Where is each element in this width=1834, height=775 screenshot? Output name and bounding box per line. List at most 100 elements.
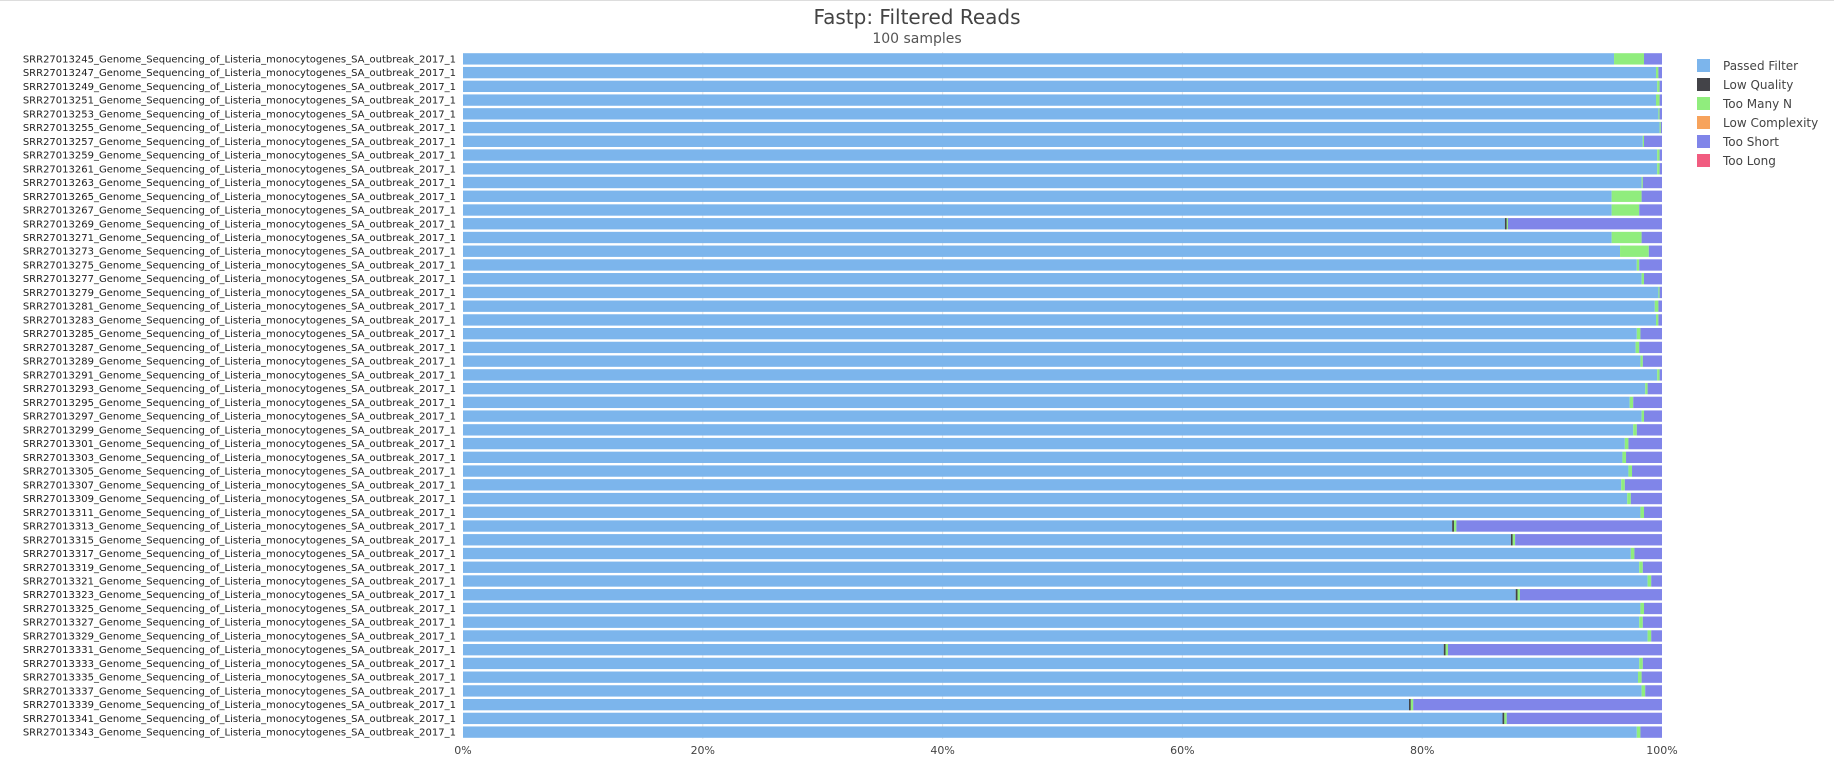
bar-segment-too-many-n [1657, 369, 1660, 381]
y-category-label: SRR27013251_Genome_Sequencing_of_Listeri… [23, 96, 456, 107]
bar-segment-too-many-n [1645, 382, 1648, 395]
legend-label: Low Quality [1723, 77, 1794, 92]
bar-segment-too-short [1624, 479, 1662, 491]
bar-segment-low-quality [1409, 698, 1411, 711]
bar-segment-too-short [1413, 698, 1662, 711]
bar-segment-passed-filter [463, 382, 1646, 395]
legend-label: Too Many N [1723, 96, 1792, 111]
bar-segment-passed-filter [463, 218, 1505, 230]
legend-item[interactable]: Low Quality [1697, 75, 1818, 94]
y-category-label: SRR27013261_Genome_Sequencing_of_Listeri… [23, 164, 456, 175]
bar-segment-too-many-n [1657, 163, 1660, 175]
bar-segment-too-short [1633, 396, 1662, 409]
bar-segment-low-quality [1502, 712, 1505, 725]
bar-segment-passed-filter [463, 465, 1629, 477]
bar-segment-too-many-n [1647, 630, 1652, 642]
y-category-label: SRR27013319_Genome_Sequencing_of_Listeri… [23, 563, 456, 574]
bar-segment-too-short [1626, 451, 1662, 463]
y-category-label: SRR27013249_Genome_Sequencing_of_Listeri… [23, 82, 456, 93]
bar-segment-too-short [1639, 341, 1662, 354]
bar-segment-too-many-n [1453, 520, 1457, 532]
bar-segment-too-short [1641, 231, 1662, 244]
legend-item[interactable]: Passed Filter [1697, 56, 1818, 75]
y-category-label: SRR27013267_Genome_Sequencing_of_Listeri… [23, 206, 456, 217]
bar-segment-passed-filter [463, 53, 1615, 65]
bar-segment-too-many-n [1627, 492, 1631, 505]
bar-segment-too-many-n [1658, 286, 1660, 299]
bar-segment-too-many-n [1656, 66, 1659, 79]
bar-segment-too-short [1642, 657, 1662, 670]
bar-segment-low-quality [1452, 520, 1454, 532]
legend-item[interactable]: Too Long [1697, 151, 1818, 170]
y-category-label: SRR27013271_Genome_Sequencing_of_Listeri… [23, 233, 456, 244]
bar-segment-too-short [1659, 369, 1662, 381]
y-category-label: SRR27013279_Genome_Sequencing_of_Listeri… [23, 288, 456, 299]
bar-segment-too-many-n [1512, 534, 1516, 546]
y-category-label: SRR27013307_Genome_Sequencing_of_Listeri… [23, 480, 456, 491]
bar-segment-passed-filter [463, 657, 1640, 670]
bar-segment-too-short [1642, 355, 1662, 367]
bar-segment-too-short [1644, 410, 1662, 422]
y-category-label: SRR27013281_Genome_Sequencing_of_Listeri… [23, 302, 456, 313]
x-tick-label: 60% [1170, 744, 1194, 757]
bar-segment-too-many-n [1636, 726, 1641, 738]
bar-segment-too-short [1630, 492, 1662, 505]
bar-segment-too-short [1639, 259, 1662, 271]
bar-segment-passed-filter [463, 204, 1612, 216]
top-border [0, 0, 1834, 1]
bar-segment-too-many-n [1621, 479, 1625, 491]
x-tick-label: 0% [454, 744, 471, 757]
y-category-label: SRR27013343_Genome_Sequencing_of_Listeri… [23, 728, 456, 739]
bar-segment-too-short [1447, 644, 1662, 656]
bar-segment-too-many-n [1641, 176, 1643, 189]
y-category-label: SRR27013297_Genome_Sequencing_of_Listeri… [23, 412, 456, 423]
y-category-label: SRR27013277_Genome_Sequencing_of_Listeri… [23, 274, 456, 285]
y-category-label: SRR27013315_Genome_Sequencing_of_Listeri… [23, 535, 456, 546]
bar-segment-too-short [1636, 424, 1662, 436]
bar-segment-passed-filter [463, 121, 1660, 134]
bar-segment-passed-filter [463, 66, 1657, 79]
bar-segment-too-short [1659, 163, 1662, 175]
y-category-label: SRR27013337_Genome_Sequencing_of_Listeri… [23, 686, 456, 697]
bar-segment-too-many-n [1640, 602, 1645, 615]
bar-segment-passed-filter [463, 575, 1648, 587]
y-category-label: SRR27013285_Genome_Sequencing_of_Listeri… [23, 329, 456, 340]
bar-segment-passed-filter [463, 506, 1641, 518]
bar-segment-too-short [1648, 245, 1662, 257]
bar-segment-too-short [1507, 218, 1662, 230]
y-category-label: SRR27013305_Genome_Sequencing_of_Listeri… [23, 467, 456, 478]
legend-item[interactable]: Too Short [1697, 132, 1818, 151]
bar-segment-passed-filter [463, 451, 1623, 463]
bar-segment-too-short [1659, 94, 1662, 106]
bar-segment-passed-filter [463, 286, 1659, 299]
bar-segment-passed-filter [463, 410, 1642, 422]
bar-segment-too-short [1658, 66, 1662, 79]
bar-segment-too-short [1632, 465, 1662, 477]
bar-segment-passed-filter [463, 644, 1444, 656]
bar-segment-low-quality [1515, 589, 1518, 601]
bar-segment-too-many-n [1504, 712, 1507, 725]
bar-segment-too-short [1659, 286, 1662, 299]
y-category-label: SRR27013257_Genome_Sequencing_of_Listeri… [23, 137, 456, 148]
bar-segment-passed-filter [463, 94, 1657, 106]
bar-segment-too-short [1651, 575, 1662, 587]
legend-item[interactable]: Low Complexity [1697, 113, 1818, 132]
bar-segment-too-many-n [1656, 94, 1660, 106]
bar-segment-low-quality [1504, 218, 1507, 230]
bar-segment-too-many-n [1620, 245, 1649, 257]
legend-label: Too Short [1723, 134, 1779, 149]
bar-segment-too-short [1659, 108, 1662, 120]
bar-segment-too-many-n [1659, 121, 1661, 134]
bar-segment-too-short [1660, 121, 1662, 134]
bar-segment-too-many-n [1641, 410, 1645, 422]
bar-segment-too-short [1628, 437, 1662, 450]
bar-segment-too-many-n [1624, 437, 1629, 450]
bar-segment-too-short [1639, 204, 1662, 216]
bar-segment-too-many-n [1658, 108, 1660, 120]
bar-segment-too-short [1647, 382, 1662, 395]
legend-item[interactable]: Too Many N [1697, 94, 1818, 113]
bar-segment-passed-filter [463, 259, 1637, 271]
bar-segment-passed-filter [463, 176, 1642, 189]
legend-swatch [1697, 97, 1710, 110]
y-category-label: SRR27013263_Genome_Sequencing_of_Listeri… [23, 178, 456, 189]
